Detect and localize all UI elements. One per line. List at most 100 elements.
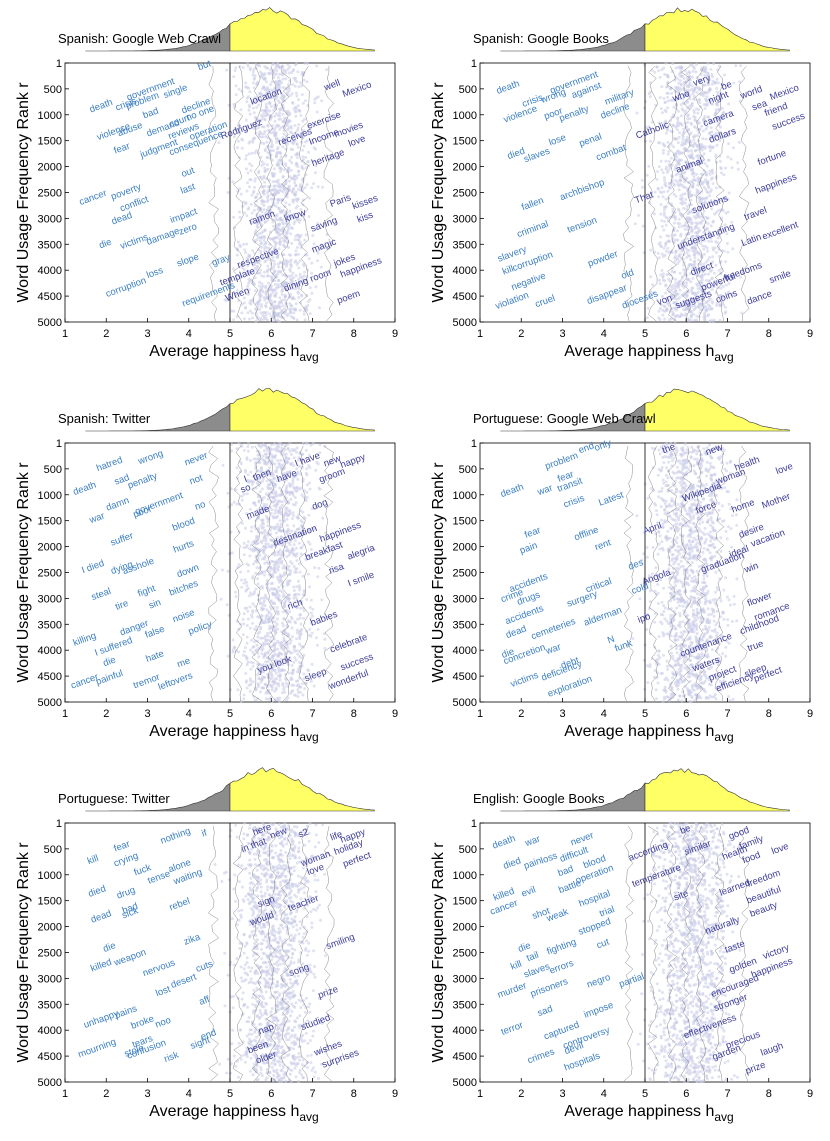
background-point — [242, 622, 246, 626]
background-point — [289, 491, 293, 495]
background-point — [273, 515, 277, 519]
background-point — [234, 595, 238, 598]
percentile-curve — [681, 65, 692, 322]
background-point — [243, 526, 247, 530]
background-point — [262, 176, 266, 180]
background-point — [295, 161, 298, 165]
background-point — [264, 642, 268, 646]
background-point — [230, 503, 234, 507]
background-point — [244, 157, 248, 161]
background-point — [252, 136, 256, 140]
background-point — [282, 463, 286, 467]
background-point — [688, 254, 691, 258]
background-point — [289, 539, 293, 543]
background-point — [263, 211, 267, 215]
background-point — [242, 693, 246, 697]
background-point — [246, 181, 249, 185]
background-point — [254, 96, 258, 100]
background-point — [726, 292, 729, 296]
background-point — [237, 125, 241, 128]
background-point — [700, 239, 704, 243]
background-point — [256, 256, 259, 259]
background-point — [263, 249, 267, 253]
background-point — [739, 275, 743, 279]
background-point — [310, 141, 313, 145]
background-point — [648, 95, 652, 99]
background-point — [294, 249, 298, 253]
y-tick-label: 3000 — [38, 213, 62, 225]
background-point — [263, 180, 267, 184]
background-point — [701, 244, 705, 248]
background-point — [694, 243, 698, 247]
background-point — [682, 130, 686, 134]
background-point — [278, 678, 282, 682]
background-point — [301, 278, 305, 282]
percentile-curve — [623, 65, 635, 322]
background-point — [242, 301, 246, 305]
background-point — [305, 253, 309, 257]
background-point — [266, 318, 269, 322]
background-point — [300, 84, 304, 88]
background-point — [672, 301, 676, 305]
background-point — [689, 258, 693, 262]
histogram-above-mean — [229, 388, 375, 432]
background-point — [659, 107, 663, 111]
background-point — [273, 551, 277, 555]
background-point — [679, 279, 683, 283]
background-point — [308, 633, 311, 637]
background-point — [237, 650, 240, 654]
background-point — [664, 131, 668, 135]
background-point — [683, 192, 687, 196]
background-point — [686, 117, 690, 121]
background-point — [289, 269, 292, 273]
background-point — [295, 176, 299, 180]
background-point — [664, 244, 667, 247]
background-point — [284, 71, 288, 75]
background-point — [266, 660, 270, 664]
background-point — [287, 246, 291, 249]
background-point — [673, 314, 677, 318]
background-point — [280, 315, 284, 319]
background-point — [692, 178, 695, 182]
y-tick-label: 1000 — [38, 490, 62, 502]
background-point — [281, 284, 285, 288]
x-tick-label: 2 — [518, 328, 524, 340]
background-point — [295, 649, 299, 653]
background-point — [251, 575, 255, 578]
background-point — [301, 101, 305, 105]
background-point — [665, 127, 669, 131]
background-point — [712, 62, 716, 66]
background-point — [282, 687, 286, 691]
background-point — [282, 636, 286, 640]
background-point — [246, 171, 250, 175]
background-point — [249, 667, 253, 671]
background-point — [708, 144, 712, 148]
background-point — [722, 110, 726, 114]
x-axis-label-subscript: avg — [299, 730, 318, 744]
background-point — [251, 562, 255, 566]
background-point — [276, 647, 280, 651]
background-point — [261, 642, 265, 646]
background-point — [264, 539, 268, 543]
background-point — [264, 553, 268, 557]
background-point — [696, 183, 700, 187]
background-point — [271, 514, 275, 518]
background-point — [253, 640, 257, 644]
background-point — [657, 195, 661, 199]
background-point — [672, 105, 676, 109]
background-point — [270, 573, 274, 577]
background-point — [259, 196, 263, 199]
histogram-below-mean — [500, 402, 646, 432]
background-point — [293, 124, 297, 127]
background-point — [261, 199, 264, 203]
background-point — [239, 699, 243, 703]
background-point — [274, 307, 278, 310]
background-point — [693, 575, 697, 579]
background-point — [657, 316, 661, 320]
background-point — [671, 657, 675, 661]
background-point — [287, 457, 291, 461]
word-label: sea — [751, 98, 770, 114]
background-point — [700, 648, 704, 652]
background-point — [691, 234, 695, 238]
background-point — [685, 207, 689, 211]
